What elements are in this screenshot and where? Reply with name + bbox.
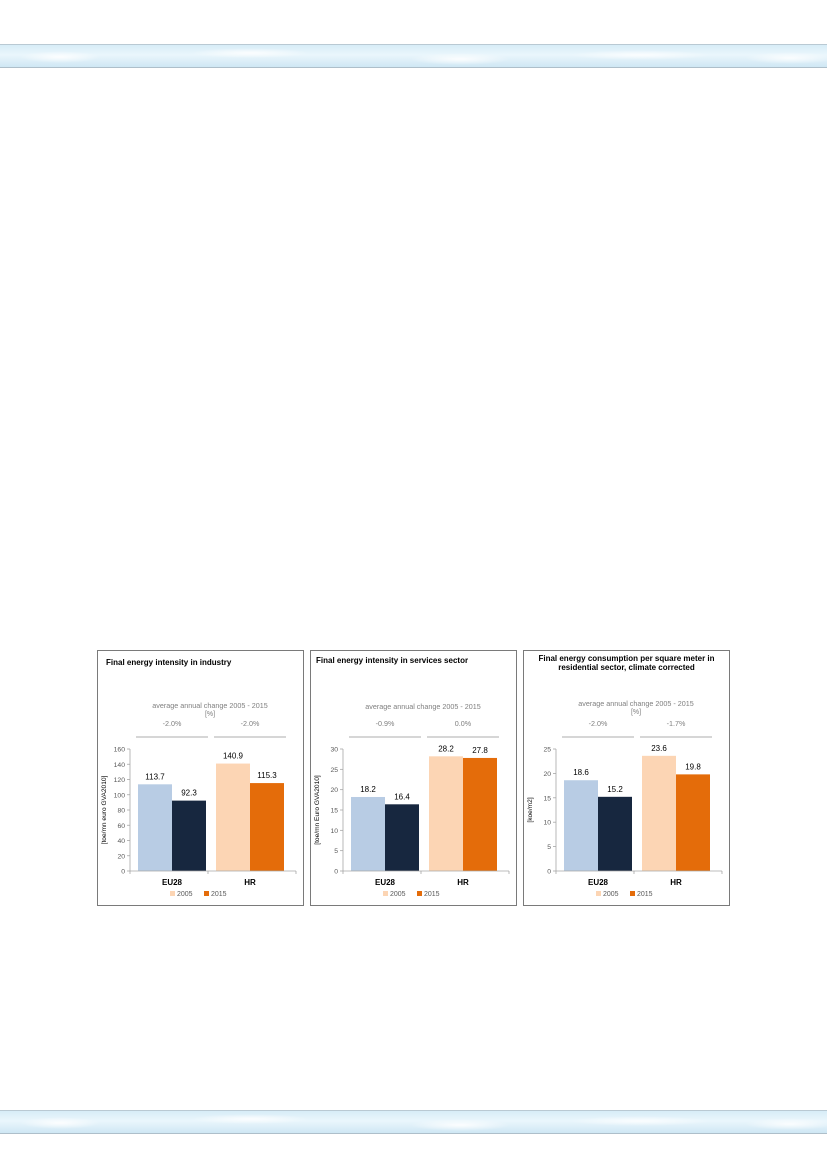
data-label: 113.7 [145,772,165,781]
y-tick-label: 20 [330,787,338,794]
data-label: 19.8 [685,762,701,771]
category-label: HR [670,878,682,887]
category-label: EU28 [162,878,183,887]
legend-swatch-2005 [596,891,601,896]
data-label: 23.6 [651,744,667,753]
bar [429,756,463,871]
chart-services-svg: average annual change 2005 - 2015 -0.9% 18… [314,702,510,898]
legend-swatch-2005 [170,891,175,896]
data-label: 28.2 [438,744,454,753]
y-tick-label: 80 [117,808,125,815]
bar [172,800,206,871]
bar [463,757,497,871]
y-tick-label: 120 [114,777,126,784]
y-tick-label: 20 [117,853,125,860]
legend-swatch-2015 [204,891,209,896]
y-tick-label: 160 [114,747,126,754]
change-value: -2.0% [589,719,608,728]
bar [598,796,632,871]
change-subtitle-unit: [%] [205,711,215,718]
legend-swatch-2015 [630,891,635,896]
y-tick-label: 140 [114,762,126,769]
chart-title: Final energy intensity in services secto… [316,656,469,665]
legend-swatch-2005 [383,891,388,896]
bar [250,783,284,871]
data-label: 27.8 [472,746,488,755]
change-subtitle: average annual change 2005 - 2015 [365,702,481,711]
y-tick-label: 100 [114,792,126,799]
category-label: HR [244,878,256,887]
data-label: 16.4 [394,792,410,801]
category-label: EU28 [588,878,609,887]
bar [642,755,676,871]
bar [138,784,172,871]
data-label: 18.6 [573,768,589,777]
category-label: EU28 [375,878,396,887]
change-value: 0.0% [455,719,472,728]
legend-label-2015: 2015 [637,891,653,898]
change-subtitle: average annual change 2005 - 2015 [152,701,268,710]
y-tick-label: 5 [547,844,551,851]
chart-title: Final energy intensity in industry [106,658,232,667]
chart-residential-svg: average annual change 2005 - 2015[%] -2.0… [527,699,723,898]
bar [216,763,250,871]
bar [385,804,419,871]
chart-panel-services: Final energy intensity in services secto… [310,650,517,906]
data-label: 15.2 [607,785,623,794]
y-tick-label: 0 [121,869,125,876]
change-subtitle-unit: [%] [631,709,641,716]
y-tick-label: 15 [543,795,551,802]
y-tick-label: 25 [543,747,551,754]
y-axis-label: [toe/mn Euro GVA2010] [314,775,321,845]
bar [564,780,598,871]
data-label: 140.9 [223,752,244,761]
y-tick-label: 10 [543,820,551,827]
footer-decoration-band [0,1110,827,1134]
legend-label-2005: 2005 [390,891,406,898]
change-value: -1.7% [667,719,686,728]
change-subtitle: average annual change 2005 - 2015 [578,699,694,708]
chart-panel-industry: Final energy intensity in industry avera… [97,650,304,906]
data-label: 18.2 [360,785,376,794]
y-axis-label: [toe/mn euro GVA2010] [101,775,108,844]
data-label: 92.3 [181,789,197,798]
chart-title: Final energy consumption per square mete… [538,654,715,672]
y-tick-label: 5 [334,848,338,855]
chart-panel-residential: Final energy consumption per square mete… [523,650,730,906]
legend-label-2005: 2005 [603,891,619,898]
header-decoration-band [0,44,827,68]
change-value: -2.0% [163,719,182,728]
y-tick-label: 0 [334,869,338,876]
y-tick-label: 25 [330,767,338,774]
data-label: 115.3 [257,771,277,780]
legend-swatch-2015 [417,891,422,896]
y-tick-label: 60 [117,823,125,830]
category-label: HR [457,878,469,887]
legend-label-2015: 2015 [424,891,440,898]
y-axis-label: [koe/m2] [527,797,534,822]
y-tick-label: 30 [330,747,338,754]
bar [351,796,385,871]
y-tick-label: 20 [543,771,551,778]
chart-industry-svg: average annual change 2005 - 2015[%] -2.0… [101,701,297,898]
change-value: -2.0% [241,719,260,728]
y-tick-label: 10 [330,828,338,835]
y-tick-label: 0 [547,869,551,876]
legend-label-2015: 2015 [211,891,227,898]
change-value: -0.9% [376,719,395,728]
y-tick-label: 15 [330,808,338,815]
legend-label-2005: 2005 [177,891,193,898]
y-tick-label: 40 [117,838,125,845]
bar [676,774,710,871]
